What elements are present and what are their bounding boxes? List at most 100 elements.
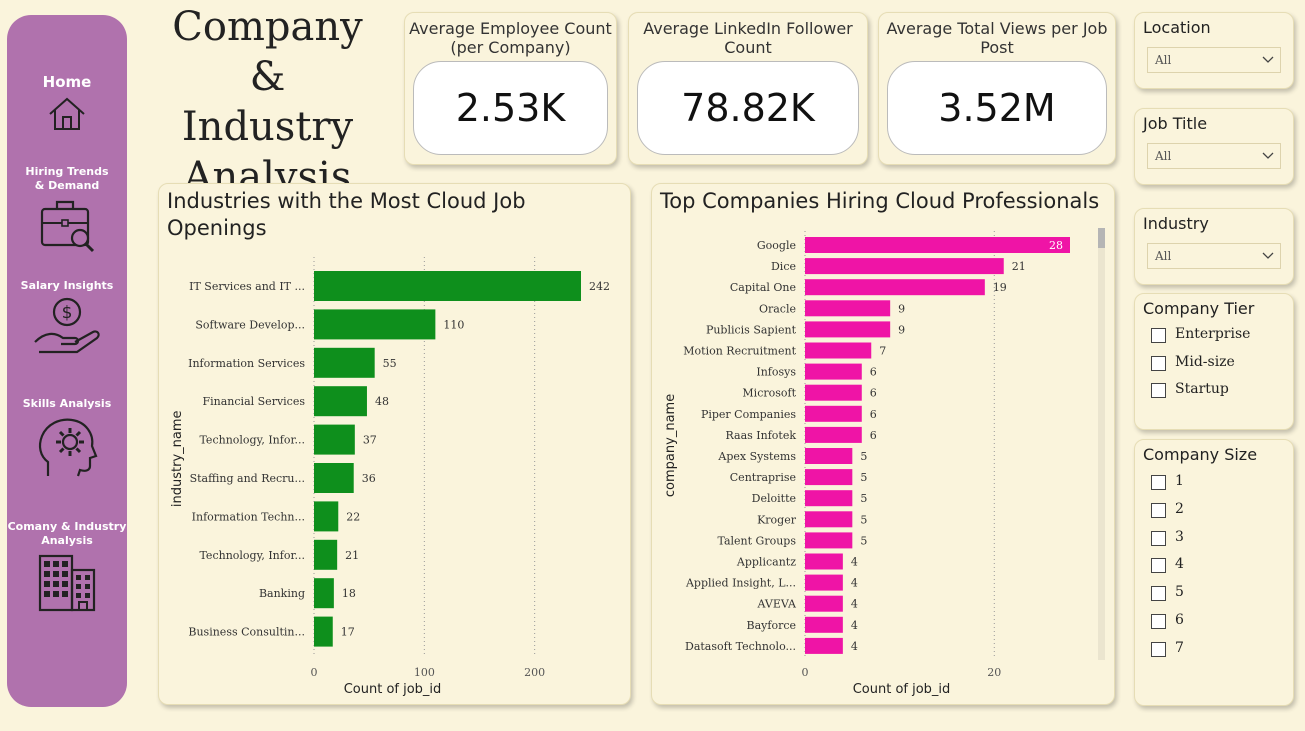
bar xyxy=(805,363,862,380)
x-axis-title: Count of job_id xyxy=(853,682,951,697)
industry-dropdown[interactable]: All xyxy=(1147,243,1281,269)
salary-hand-icon: $ xyxy=(34,297,100,354)
checkbox[interactable] xyxy=(1151,558,1166,574)
bar xyxy=(805,426,862,443)
nav-hiring-trends[interactable]: Hiring Trends & Demand xyxy=(7,165,127,253)
data-label: 6 xyxy=(870,408,877,421)
checkbox[interactable] xyxy=(1151,530,1166,546)
data-label: 28 xyxy=(1049,239,1063,252)
category-label: Technology, Infor... xyxy=(199,549,305,562)
location-dropdown[interactable]: All xyxy=(1147,47,1281,73)
chart-title-line-2: Openings xyxy=(167,216,267,240)
page-title-line-1: Company & xyxy=(172,4,363,100)
data-label: 5 xyxy=(860,492,867,505)
checkbox[interactable] xyxy=(1151,614,1166,629)
category-label: Centraprise xyxy=(730,471,796,484)
job-title-slicer: Job Title All xyxy=(1134,108,1294,185)
category-label: Financial Services xyxy=(203,395,306,408)
data-label: 48 xyxy=(375,395,389,408)
data-label: 242 xyxy=(589,280,610,293)
bar xyxy=(805,342,872,359)
nav-hiring-trends-label-1: Hiring Trends xyxy=(25,165,109,178)
dropdown-value: All xyxy=(1155,53,1172,67)
bar xyxy=(314,539,338,570)
data-label: 6 xyxy=(870,366,877,379)
checkbox-label: 4 xyxy=(1175,556,1184,573)
slicer-title: Company Tier xyxy=(1143,299,1255,318)
checkbox-label: 7 xyxy=(1175,639,1184,656)
bar xyxy=(805,616,843,633)
nav-hiring-trends-label-2: & Demand xyxy=(34,179,100,192)
checkbox[interactable] xyxy=(1151,586,1166,602)
category-label: Bayforce xyxy=(747,619,796,632)
bar xyxy=(805,469,853,486)
data-label: 5 xyxy=(860,534,867,547)
checkbox[interactable] xyxy=(1151,383,1166,398)
chart-title: Industries with the Most Cloud Job Openi… xyxy=(167,188,526,242)
chevron-down-icon xyxy=(1262,252,1274,259)
data-label: 55 xyxy=(383,357,397,370)
nav-company-industry[interactable]: Comany & Industry Analysis xyxy=(7,520,127,612)
data-label: 4 xyxy=(851,640,858,653)
data-label: 4 xyxy=(851,619,858,632)
data-label: 9 xyxy=(898,302,905,315)
dropdown-value: All xyxy=(1155,149,1172,163)
category-label: Raas Infotek xyxy=(725,429,796,442)
data-label: 17 xyxy=(341,626,355,639)
kpi-card-total-views: Average Total Views per Job Post 3.52M xyxy=(878,12,1116,165)
nav-salary-insights[interactable]: Salary Insights $ xyxy=(7,279,127,358)
kpi-value: 3.52M xyxy=(887,61,1107,155)
bar xyxy=(805,595,843,612)
location-slicer: Location All xyxy=(1134,12,1294,89)
category-label: Piper Companies xyxy=(701,408,796,421)
category-label: Capital One xyxy=(730,281,796,294)
y-axis-title: industry_name xyxy=(170,410,185,507)
bar xyxy=(805,237,1070,253)
x-tick-label: 0 xyxy=(311,666,318,679)
category-label: Information Techn... xyxy=(192,510,305,523)
slicer-title: Location xyxy=(1143,18,1211,37)
nav-salary-insights-label: Salary Insights xyxy=(20,279,114,292)
scrollbar-track xyxy=(1098,228,1105,660)
checkbox-label: 5 xyxy=(1175,584,1184,601)
checkbox-label: 1 xyxy=(1175,473,1184,489)
bar xyxy=(805,300,891,317)
data-label: 22 xyxy=(346,510,360,523)
nav-skills-analysis[interactable]: Skills Analysis xyxy=(7,397,127,480)
category-label: Talent Groups xyxy=(717,534,796,547)
sidebar-nav: Home Hiring Trends & Demand Salary Insig… xyxy=(7,15,127,707)
data-label: 110 xyxy=(443,318,464,331)
kpi-title: Average Total Views per Job Post xyxy=(886,19,1108,57)
x-tick-label: 20 xyxy=(987,666,1001,679)
checkbox[interactable] xyxy=(1151,328,1166,343)
nav-company-industry-label-2: Analysis xyxy=(41,534,93,547)
bar xyxy=(314,347,375,378)
kpi-value: 2.53K xyxy=(413,61,608,155)
chart-title-line-1: Industries with the Most Cloud Job xyxy=(167,189,526,213)
category-label: Kroger xyxy=(757,513,797,526)
data-label: 6 xyxy=(870,429,877,442)
category-label: Information Services xyxy=(188,357,305,370)
bar xyxy=(805,490,853,507)
job-title-dropdown[interactable]: All xyxy=(1147,143,1281,169)
bar xyxy=(314,501,339,532)
checkbox[interactable] xyxy=(1151,502,1166,518)
chevron-down-icon xyxy=(1262,56,1274,63)
category-label: Infosys xyxy=(756,366,796,379)
y-axis-title: company_name xyxy=(663,394,678,497)
scrollbar-thumb xyxy=(1098,228,1105,248)
slicer-title: Company Size xyxy=(1143,445,1258,464)
nav-home-label: Home xyxy=(42,73,92,91)
data-label: 4 xyxy=(851,598,858,611)
data-label: 19 xyxy=(993,281,1007,294)
checkbox-label: 6 xyxy=(1175,612,1184,628)
checkbox[interactable] xyxy=(1151,641,1166,657)
bar xyxy=(314,463,354,493)
nav-home[interactable]: Home xyxy=(7,73,127,133)
kpi-title: Average LinkedIn Follower Count xyxy=(643,19,853,57)
checkbox[interactable] xyxy=(1151,475,1166,490)
data-label: 21 xyxy=(345,549,359,562)
checkbox[interactable] xyxy=(1151,355,1166,371)
category-label: Datasoft Technolo... xyxy=(685,640,796,653)
page-title-line-2: Industry xyxy=(181,104,354,150)
